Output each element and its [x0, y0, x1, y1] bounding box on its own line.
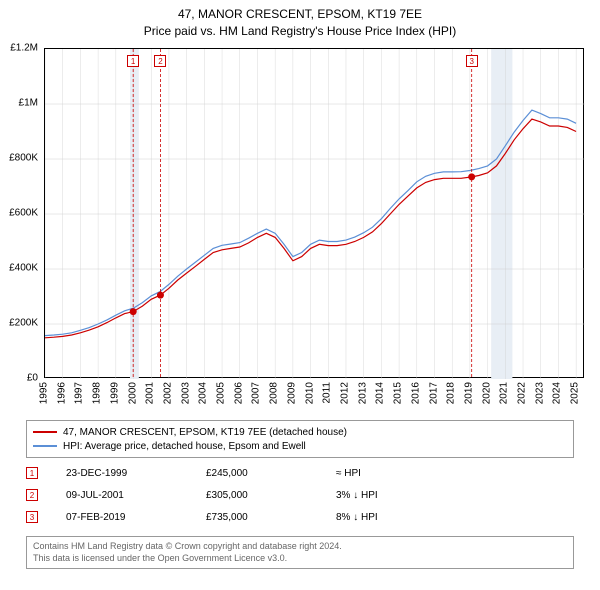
footer-line2: This data is licensed under the Open Gov…: [33, 553, 567, 565]
x-tick-label: 2022: [517, 382, 528, 404]
x-tick-label: 2008: [269, 382, 280, 404]
sales-date: 09-JUL-2001: [66, 490, 206, 501]
legend-swatch: [33, 445, 57, 447]
y-axis: £0£200K£400K£600K£800K£1M£1.2M: [0, 48, 42, 378]
y-tick-label: £200K: [9, 318, 38, 329]
footer-line1: Contains HM Land Registry data © Crown c…: [33, 541, 567, 553]
footer: Contains HM Land Registry data © Crown c…: [26, 536, 574, 569]
x-tick-label: 1998: [92, 382, 103, 404]
sales-price: £245,000: [206, 468, 336, 479]
sales-row: 3 07-FEB-2019£735,0008% ↓ HPI: [26, 506, 574, 528]
x-tick-label: 2006: [233, 382, 244, 404]
title-address: 47, MANOR CRESCENT, EPSOM, KT19 7EE: [0, 6, 600, 23]
sales-compare: ≈ HPI: [336, 468, 574, 479]
x-tick-label: 2023: [534, 382, 545, 404]
sales-row: 1 23-DEC-1999£245,000≈ HPI: [26, 462, 574, 484]
x-tick-label: 2024: [552, 382, 563, 404]
sale-marker-2: 2: [154, 55, 166, 67]
x-tick-label: 2009: [286, 382, 297, 404]
sales-price: £735,000: [206, 512, 336, 523]
chart-svg: [45, 49, 585, 379]
x-tick-label: 2012: [339, 382, 350, 404]
x-axis: 1995199619971998199920002001200220032004…: [44, 380, 584, 420]
x-tick-label: 2025: [570, 382, 581, 404]
sales-compare: 8% ↓ HPI: [336, 512, 574, 523]
title-block: 47, MANOR CRESCENT, EPSOM, KT19 7EE Pric…: [0, 0, 600, 40]
x-tick-label: 1995: [39, 382, 50, 404]
legend-label: HPI: Average price, detached house, Epso…: [63, 441, 306, 452]
sale-marker-3: 3: [466, 55, 478, 67]
x-tick-label: 2007: [251, 382, 262, 404]
legend-swatch: [33, 431, 57, 433]
x-tick-label: 2011: [322, 382, 333, 404]
x-tick-label: 1997: [74, 382, 85, 404]
x-tick-label: 2020: [481, 382, 492, 404]
sales-date: 07-FEB-2019: [66, 512, 206, 523]
x-tick-label: 2013: [357, 382, 368, 404]
x-tick-label: 2017: [428, 382, 439, 404]
sales-row: 2 09-JUL-2001£305,0003% ↓ HPI: [26, 484, 574, 506]
sale-marker-1: 1: [127, 55, 139, 67]
x-tick-label: 2003: [180, 382, 191, 404]
y-tick-label: £1M: [19, 98, 38, 109]
sales-date: 23-DEC-1999: [66, 468, 206, 479]
sales-price: £305,000: [206, 490, 336, 501]
x-tick-label: 1999: [109, 382, 120, 404]
chart-container: 47, MANOR CRESCENT, EPSOM, KT19 7EE Pric…: [0, 0, 600, 590]
x-tick-label: 2004: [198, 382, 209, 404]
x-tick-label: 2016: [410, 382, 421, 404]
sales-marker-box: 1: [26, 467, 38, 479]
x-tick-label: 2005: [216, 382, 227, 404]
x-tick-label: 1996: [56, 382, 67, 404]
x-tick-label: 2018: [446, 382, 457, 404]
x-tick-label: 2014: [375, 382, 386, 404]
legend: 47, MANOR CRESCENT, EPSOM, KT19 7EE (det…: [26, 420, 574, 458]
x-tick-label: 2021: [499, 382, 510, 404]
chart-plot-area: 1 2 3: [44, 48, 584, 378]
y-tick-label: £1.2M: [10, 43, 38, 54]
y-tick-label: £400K: [9, 263, 38, 274]
y-tick-label: £0: [27, 373, 38, 384]
sales-table: 1 23-DEC-1999£245,000≈ HPI 2 09-JUL-2001£30…: [26, 462, 574, 528]
sales-marker-box: 3: [26, 511, 38, 523]
x-tick-label: 2000: [127, 382, 138, 404]
sales-compare: 3% ↓ HPI: [336, 490, 574, 501]
title-subtitle: Price paid vs. HM Land Registry's House …: [0, 23, 600, 40]
x-tick-label: 2019: [463, 382, 474, 404]
legend-label: 47, MANOR CRESCENT, EPSOM, KT19 7EE (det…: [63, 427, 347, 438]
x-tick-label: 2010: [304, 382, 315, 404]
x-tick-label: 2015: [393, 382, 404, 404]
y-tick-label: £600K: [9, 208, 38, 219]
legend-item: 47, MANOR CRESCENT, EPSOM, KT19 7EE (det…: [33, 425, 567, 439]
x-tick-label: 2001: [145, 382, 156, 404]
y-tick-label: £800K: [9, 153, 38, 164]
x-tick-label: 2002: [162, 382, 173, 404]
legend-item: HPI: Average price, detached house, Epso…: [33, 439, 567, 453]
sales-marker-box: 2: [26, 489, 38, 501]
